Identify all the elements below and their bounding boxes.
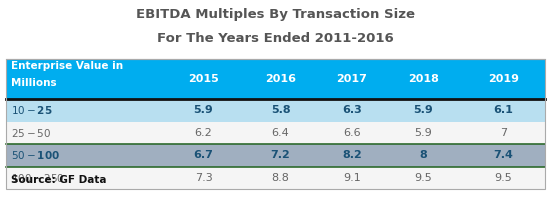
Text: 6.4: 6.4 <box>272 128 289 138</box>
Text: $25 - $50: $25 - $50 <box>11 127 51 139</box>
Text: 2017: 2017 <box>337 74 367 84</box>
Text: 9.1: 9.1 <box>343 173 361 183</box>
Text: 8: 8 <box>420 150 427 160</box>
Text: $10 - $25: $10 - $25 <box>11 104 53 116</box>
Text: 7: 7 <box>500 128 507 138</box>
Text: 8.2: 8.2 <box>342 150 362 160</box>
Text: 5.9: 5.9 <box>415 128 432 138</box>
Text: 7.2: 7.2 <box>271 150 290 160</box>
Bar <box>6 59 544 189</box>
Text: 6.6: 6.6 <box>343 128 361 138</box>
Text: $100 - $250: $100 - $250 <box>11 172 64 184</box>
Bar <box>6 122 544 144</box>
Text: 2018: 2018 <box>408 74 439 84</box>
Text: Millions: Millions <box>11 78 57 88</box>
Text: 6.1: 6.1 <box>493 105 513 115</box>
Text: 5.8: 5.8 <box>271 105 290 115</box>
Text: 7.3: 7.3 <box>195 173 212 183</box>
Text: 6.3: 6.3 <box>342 105 362 115</box>
Text: 5.9: 5.9 <box>414 105 433 115</box>
Text: 9.5: 9.5 <box>494 173 512 183</box>
Text: 6.7: 6.7 <box>194 150 213 160</box>
Text: EBITDA Multiples By Transaction Size: EBITDA Multiples By Transaction Size <box>135 8 415 21</box>
Text: 2016: 2016 <box>265 74 296 84</box>
Text: $50 - $100: $50 - $100 <box>11 149 60 162</box>
Bar <box>6 167 544 189</box>
Text: Source: GF Data: Source: GF Data <box>11 175 107 185</box>
Text: 2019: 2019 <box>488 74 519 84</box>
Text: 5.9: 5.9 <box>194 105 213 115</box>
Text: 9.5: 9.5 <box>415 173 432 183</box>
Bar <box>6 99 544 122</box>
Text: 7.4: 7.4 <box>493 150 513 160</box>
Bar <box>6 59 544 99</box>
Text: 2015: 2015 <box>188 74 219 84</box>
Text: For The Years Ended 2011-2016: For The Years Ended 2011-2016 <box>157 32 393 45</box>
Text: 6.2: 6.2 <box>195 128 212 138</box>
Text: Enterprise Value in: Enterprise Value in <box>11 61 123 71</box>
Text: 8.8: 8.8 <box>272 173 289 183</box>
Bar <box>6 144 544 167</box>
